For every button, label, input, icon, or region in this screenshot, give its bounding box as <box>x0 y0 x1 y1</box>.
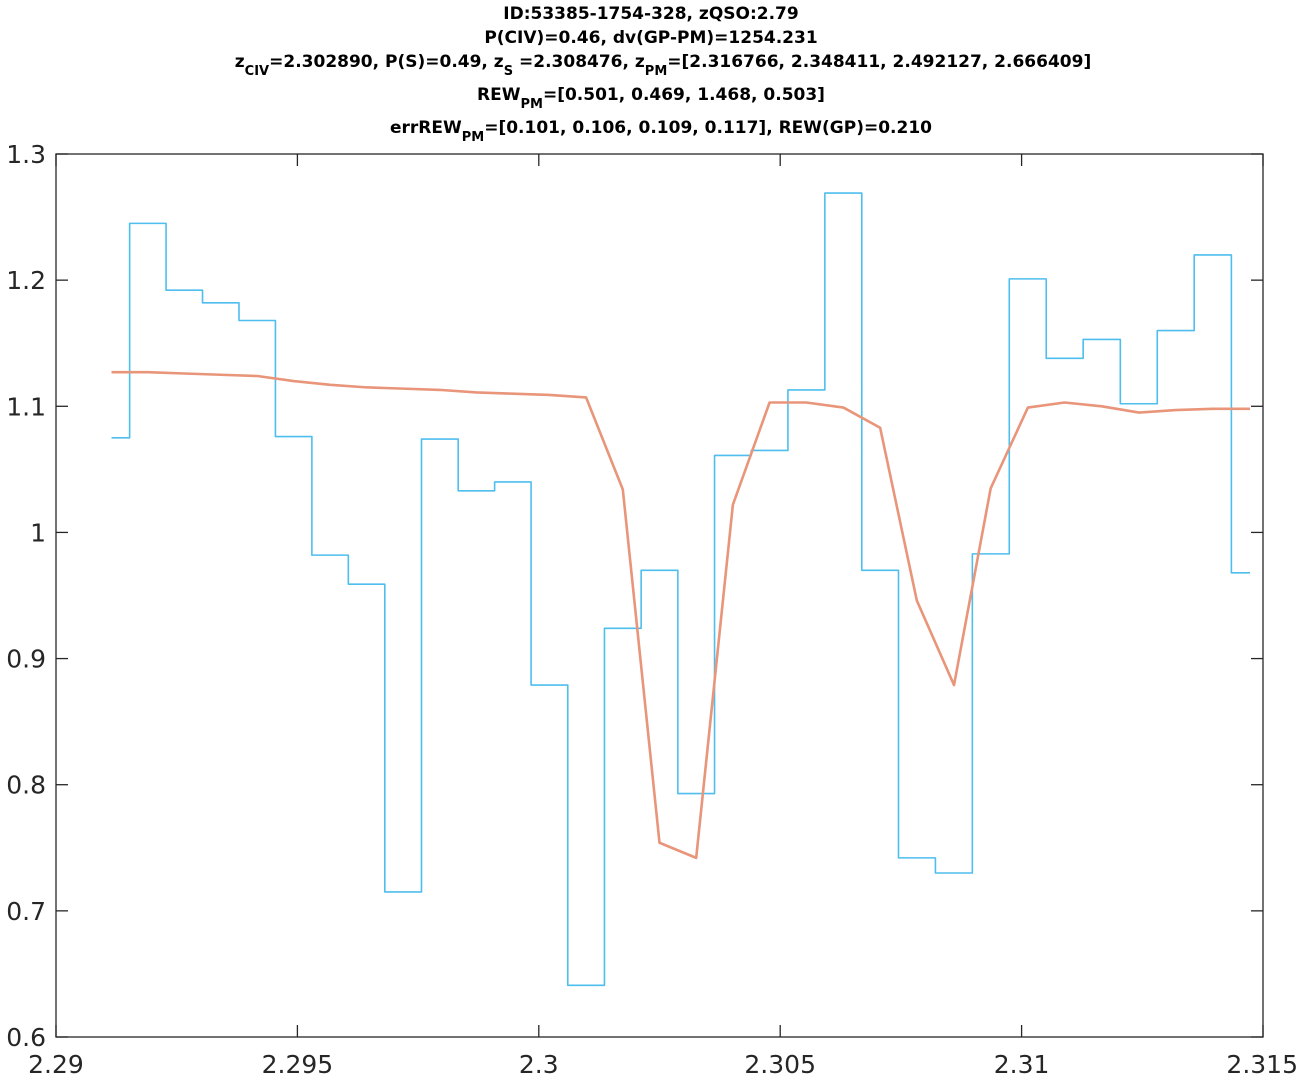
x-tick-label: 2.3 <box>519 1050 559 1079</box>
x-tick-label: 2.305 <box>744 1050 816 1079</box>
title-line-3: zCIV=2.302890, P(S)=0.49, zS =2.308476, … <box>235 52 1091 79</box>
title-rew-value: =[0.501, 0.469, 1.468, 0.503] <box>543 85 825 105</box>
title-line-5: errREWPM=[0.101, 0.106, 0.109, 0.117], R… <box>390 118 932 145</box>
title-line-4: REWPM=[0.501, 0.469, 1.468, 0.503] <box>477 85 825 112</box>
x-tick-label: 2.31 <box>994 1050 1050 1079</box>
title-z-civ-value: =2.302890, P(S)=0.49, z <box>269 52 504 72</box>
title-err-rew-value: =[0.101, 0.106, 0.109, 0.117], REW(GP)=0… <box>484 118 932 138</box>
x-tick-label: 2.315 <box>1226 1050 1298 1079</box>
x-tick-label: 2.295 <box>262 1050 334 1079</box>
title-err-rew-subscript: PM <box>462 130 484 145</box>
title-err-rew: errREW <box>390 118 462 138</box>
title-rew-subscript: PM <box>520 97 542 112</box>
y-tick-label: 0.6 <box>6 1023 46 1052</box>
title-z-civ-subscript: CIV <box>245 64 269 79</box>
x-tick-label: 2.29 <box>28 1050 84 1079</box>
title-line-2: P(CIV)=0.46, dv(GP-PM)=1254.231 <box>484 28 817 48</box>
chart-title: ID:53385-1754-328, zQSO:2.79 P(CIV)=0.46… <box>235 4 1091 145</box>
y-tick-label: 1 <box>30 518 46 547</box>
y-axis: 0.6 0.7 0.8 0.9 1 1.1 1.2 1.3 <box>6 140 1263 1052</box>
title-z-civ: z <box>235 52 245 72</box>
axes-box <box>55 153 1264 1038</box>
y-tick-label: 0.7 <box>6 897 46 926</box>
title-z-pm-subscript: PM <box>645 64 667 79</box>
title-z-s-value: =2.308476, z <box>513 52 645 72</box>
x-axis: 2.29 2.295 2.3 2.305 2.31 2.315 <box>28 154 1298 1079</box>
y-tick-label: 1.1 <box>6 392 46 421</box>
title-z-s-subscript: S <box>504 64 513 79</box>
y-tick-label: 1.3 <box>6 140 46 169</box>
title-z-pm-value: =[2.316766, 2.348411, 2.492127, 2.666409… <box>667 52 1091 72</box>
y-tick-label: 1.2 <box>6 266 46 295</box>
flux-stairs-series <box>111 192 1250 987</box>
y-tick-label: 0.8 <box>6 771 46 800</box>
title-rew: REW <box>477 85 521 105</box>
y-tick-label: 0.9 <box>6 645 46 674</box>
model-line-series <box>111 370 1250 860</box>
plot-area <box>111 192 1250 987</box>
title-line-1: ID:53385-1754-328, zQSO:2.79 <box>503 4 798 24</box>
